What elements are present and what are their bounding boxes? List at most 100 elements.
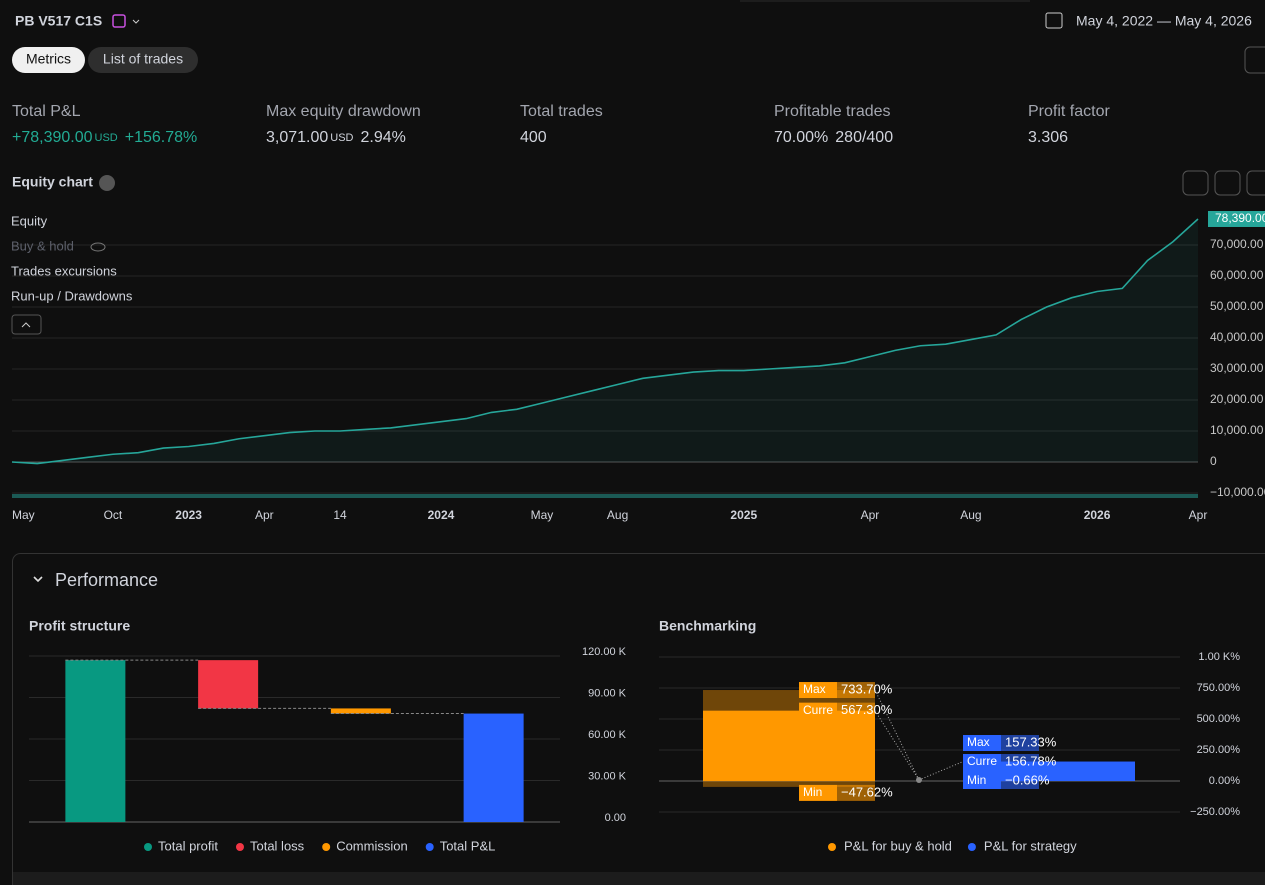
metric-value: +78,390.00 USD +156.78%	[12, 129, 197, 146]
y-tick-label: 250.00%	[1197, 744, 1241, 756]
legend-dot	[425, 843, 434, 851]
settings-button[interactable]	[1182, 170, 1209, 196]
tag-bg	[799, 702, 837, 719]
legend-item[interactable]: Trades excursions	[11, 263, 117, 278]
tag-value: −0.66%	[1005, 772, 1050, 787]
x-tick-label: 2026	[1084, 508, 1111, 522]
y-tick-label: 60,000.00	[1210, 268, 1264, 282]
metric-value: 70.00% 280/400	[774, 129, 893, 146]
x-tick-label: 2025	[730, 508, 757, 522]
y-tick-label: 0	[1210, 454, 1217, 468]
tag-label: Curre	[967, 754, 997, 768]
legend-label: P&L for buy & hold	[844, 838, 952, 853]
legend-dot	[828, 843, 836, 851]
tag-value: 156.78%	[1005, 753, 1057, 768]
tag-bg	[963, 773, 1001, 789]
tag-value-bg	[837, 784, 875, 801]
calendar-badge	[112, 14, 126, 28]
unit: USD	[95, 132, 118, 144]
last-value-tag	[1208, 210, 1265, 227]
metric-label: Profit factor	[1028, 103, 1110, 120]
legend-item[interactable]: Run-up / Drawdowns	[11, 288, 133, 303]
performance-title[interactable]: Performance	[55, 570, 158, 590]
x-tick-label: 2024	[428, 508, 455, 522]
tag-value: 567.30%	[841, 702, 893, 717]
x-tick-label: Oct	[104, 508, 123, 522]
extra: +156.78%	[125, 129, 198, 146]
tag-label: Max	[803, 682, 826, 696]
x-tick-label: 2023	[175, 508, 202, 522]
tab-label[interactable]: Metrics	[26, 51, 71, 67]
y-tick-label: 40,000.00	[1210, 330, 1264, 344]
value: 70.00%	[774, 129, 828, 146]
unit: USD	[330, 132, 353, 144]
y-tick-label: 1.00 K%	[1198, 651, 1240, 663]
legend-label: P&L for strategy	[984, 838, 1077, 853]
y-tick-label: 30.00 K	[588, 770, 627, 782]
tag-bg	[799, 784, 837, 801]
panel-footer	[13, 872, 1265, 885]
legend-dot	[235, 843, 244, 851]
last-value-label: 78,390.00	[1215, 211, 1265, 225]
bar	[198, 660, 259, 709]
hidden-eye-icon	[90, 242, 106, 252]
legend-label: Total loss	[250, 838, 305, 853]
collapse-button[interactable]	[11, 314, 42, 335]
strategy-title[interactable]: PB V517 C1S	[15, 13, 102, 29]
y-tick-label: 70,000.00	[1210, 237, 1264, 251]
y-tick-label: 120.00 K	[582, 646, 627, 658]
snapshot-button[interactable]	[1214, 170, 1241, 196]
legend-dot	[967, 843, 976, 851]
date-range[interactable]: May 4, 2022 — May 4, 2026	[1076, 13, 1252, 29]
tag-bg	[963, 735, 1001, 751]
performance-panel	[12, 553, 1265, 885]
extra: 280/400	[835, 129, 893, 146]
y-tick-label: 10,000.00	[1210, 423, 1264, 437]
equity-line	[11, 218, 1199, 465]
y-tick-label: −10,000.00	[1210, 485, 1265, 499]
legend-dot	[322, 843, 331, 851]
bar	[463, 713, 524, 822]
panel-chevron[interactable]	[33, 576, 43, 583]
tab-label[interactable]: List of trades	[103, 51, 183, 67]
tab[interactable]	[88, 47, 198, 73]
legend-item[interactable]: Buy & hold	[11, 238, 74, 253]
y-tick-label: 750.00%	[1197, 682, 1241, 694]
trend-lines	[874, 689, 964, 781]
tag-value-bg	[1001, 754, 1039, 770]
metric-label: Max equity drawdown	[266, 103, 421, 120]
legend-dot	[144, 843, 152, 851]
legend-item[interactable]: Equity	[11, 213, 48, 228]
metric-value: 400	[520, 129, 547, 146]
tag-value: 733.70%	[841, 681, 893, 696]
tag-bg	[799, 682, 837, 699]
y-tick-label: 20,000.00	[1210, 392, 1264, 406]
y-tick-label: 60.00 K	[588, 729, 627, 741]
expand-button[interactable]	[1246, 170, 1265, 196]
tag-label: Max	[967, 735, 990, 749]
help-icon[interactable]	[99, 175, 115, 191]
tab-active[interactable]	[12, 47, 85, 73]
bar	[330, 708, 391, 714]
metric-label: Total P&L	[12, 103, 81, 120]
y-tick-label: 90.00 K	[588, 687, 627, 699]
metric-label: Total trades	[520, 103, 603, 120]
y-tick-label: 500.00%	[1197, 713, 1241, 725]
date-icon[interactable]	[1045, 12, 1063, 29]
x-tick-label: Apr	[1189, 508, 1208, 522]
y-tick-label: 0.00%	[1209, 775, 1240, 787]
tag-value-bg	[1001, 735, 1039, 751]
x-tick-label: May	[12, 508, 35, 522]
collapse-icon	[21, 322, 31, 328]
extra: 2.94%	[361, 129, 406, 146]
tag-value-bg	[1001, 773, 1039, 789]
value: 3,071.00	[266, 129, 328, 146]
menu-button[interactable]	[1244, 46, 1265, 74]
y-tick-label: 50,000.00	[1210, 299, 1264, 313]
tag-label: Min	[803, 785, 822, 799]
current-bar	[703, 710, 875, 781]
chevron[interactable]	[132, 19, 140, 24]
legend-label: Commission	[336, 838, 408, 853]
